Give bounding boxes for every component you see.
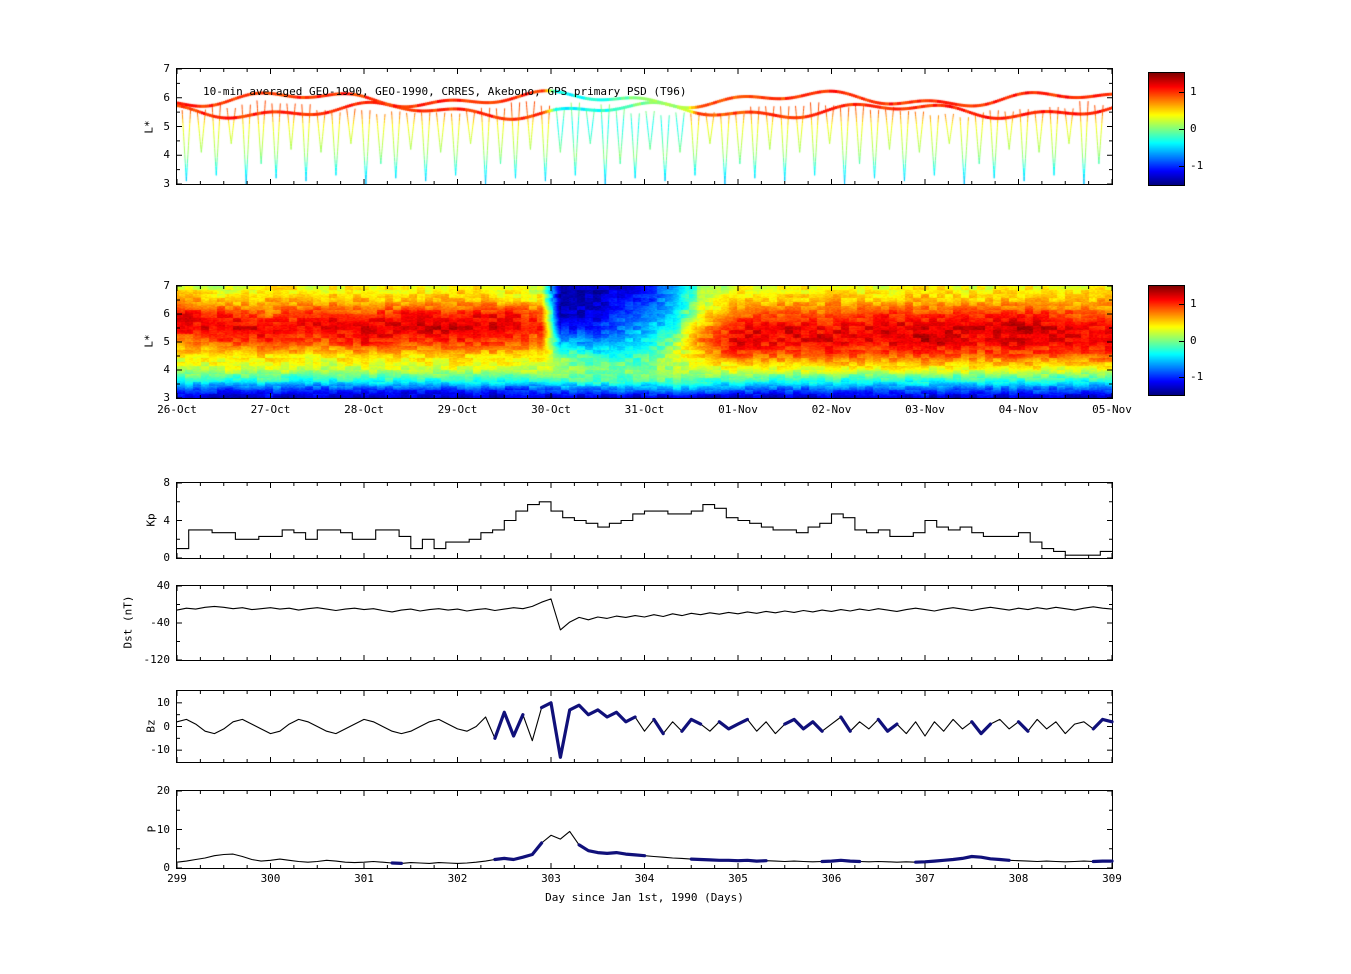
panel-psd-scatter: 10-min averaged GEO-1990, GEO-1990, CRRE…	[176, 68, 1113, 185]
x-tick-label-day: 305	[728, 872, 748, 885]
pressure-plot	[176, 790, 1114, 869]
y-tick-label: 7	[163, 62, 170, 75]
kp-plot	[176, 482, 1113, 559]
colorbar-tick	[1179, 341, 1184, 342]
colorbar-tick	[1179, 377, 1184, 378]
x-tick-label-day: 307	[915, 872, 935, 885]
x-tick-label-date: 02-Nov	[811, 403, 852, 416]
x-tick-label-date: 28-Oct	[344, 403, 384, 416]
bz-plot	[176, 691, 1114, 762]
colorbar-tick-label: -1	[1190, 159, 1204, 173]
panel-pressure	[176, 790, 1114, 869]
x-tick-label-date: 31-Oct	[624, 403, 665, 416]
colorbar-tick-label: 1	[1190, 84, 1197, 98]
psd-scatter-axis-ticks	[176, 68, 1113, 185]
x-tick-label-day: 300	[260, 872, 281, 885]
colorbar-tick	[1179, 92, 1184, 93]
colorbar-tick-label: 0	[1190, 122, 1197, 135]
y-tick-label: 0	[163, 719, 170, 733]
colorbar-tick	[1179, 304, 1184, 305]
x-tick-label-day: 299	[167, 872, 187, 885]
psd-scatter-title: 10-min averaged GEO-1990, GEO-1990, CRRE…	[203, 85, 687, 98]
x-tick-label-day: 302	[447, 872, 468, 885]
y-tick-label: 6	[163, 90, 170, 104]
y-tick-label: 5	[163, 335, 170, 348]
y-tick-label: 5	[163, 119, 170, 133]
colorbar-1-canvas	[1149, 73, 1184, 185]
colorbar-psd-scatter	[1148, 72, 1185, 186]
y-tick-label: -10	[150, 743, 170, 757]
y-tick-label: 4	[163, 148, 170, 162]
x-tick-label-date: 01-Nov	[718, 403, 758, 416]
y-tick-label: 40	[156, 579, 170, 592]
x-tick-label-date: 29-Oct	[437, 403, 478, 416]
psd-spectrogram-axis-ticks	[176, 285, 1113, 399]
x-tick-label-date: 05-Nov	[1092, 403, 1132, 416]
dst-plot	[176, 585, 1113, 661]
y-tick-label: 0	[163, 861, 170, 874]
x-tick-label-day: 309	[1102, 872, 1122, 885]
x-tick-label-date: 26-Oct	[157, 403, 197, 416]
colorbar-tick-label: 0	[1190, 333, 1197, 347]
xaxis-title: Day since Jan 1st, 1990 (Days)	[545, 891, 744, 904]
x-tick-label-day: 306	[821, 872, 842, 885]
colorbar-tick	[1179, 129, 1184, 130]
y-tick-label: 8	[163, 476, 170, 489]
x-tick-label-date: 04-Nov	[998, 403, 1039, 416]
psd-spectrogram-canvas	[177, 286, 1112, 398]
colorbar-tick-label: 1	[1190, 297, 1197, 311]
y-tick-label: 20	[156, 784, 170, 797]
x-tick-label-day: 301	[354, 872, 374, 885]
y-tick-label: 6	[163, 307, 170, 320]
panel-bz	[176, 690, 1114, 763]
y-tick-label: 7	[163, 279, 170, 292]
y-tick-label: 4	[163, 513, 170, 527]
y-tick-label: 10	[156, 695, 170, 709]
panel-kp	[176, 482, 1113, 559]
panel-psd-spectrogram	[176, 285, 1113, 399]
y-tick-label: 3	[163, 177, 170, 190]
colorbar-tick	[1179, 166, 1184, 167]
colorbar-tick-label: -1	[1190, 369, 1204, 383]
colorbar-2-canvas	[1149, 286, 1184, 395]
y-tick-label: 3	[163, 391, 170, 404]
y-tick-label: 4	[163, 363, 170, 376]
x-tick-label-day: 308	[1008, 872, 1029, 885]
x-tick-label-date: 27-Oct	[250, 403, 291, 416]
x-tick-label-date: 30-Oct	[531, 403, 571, 416]
psd-scatter-canvas	[177, 69, 1112, 184]
x-tick-label-day: 303	[541, 872, 561, 885]
y-tick-label: 10	[156, 822, 170, 836]
y-tick-label: -40	[150, 616, 170, 629]
x-tick-label-date: 03-Nov	[905, 403, 945, 416]
x-tick-label-day: 304	[634, 872, 655, 885]
y-tick-label: -120	[143, 653, 171, 666]
colorbar-psd-spectrogram	[1148, 285, 1185, 396]
y-tick-label: 0	[163, 551, 170, 564]
panel-dst	[176, 585, 1113, 661]
